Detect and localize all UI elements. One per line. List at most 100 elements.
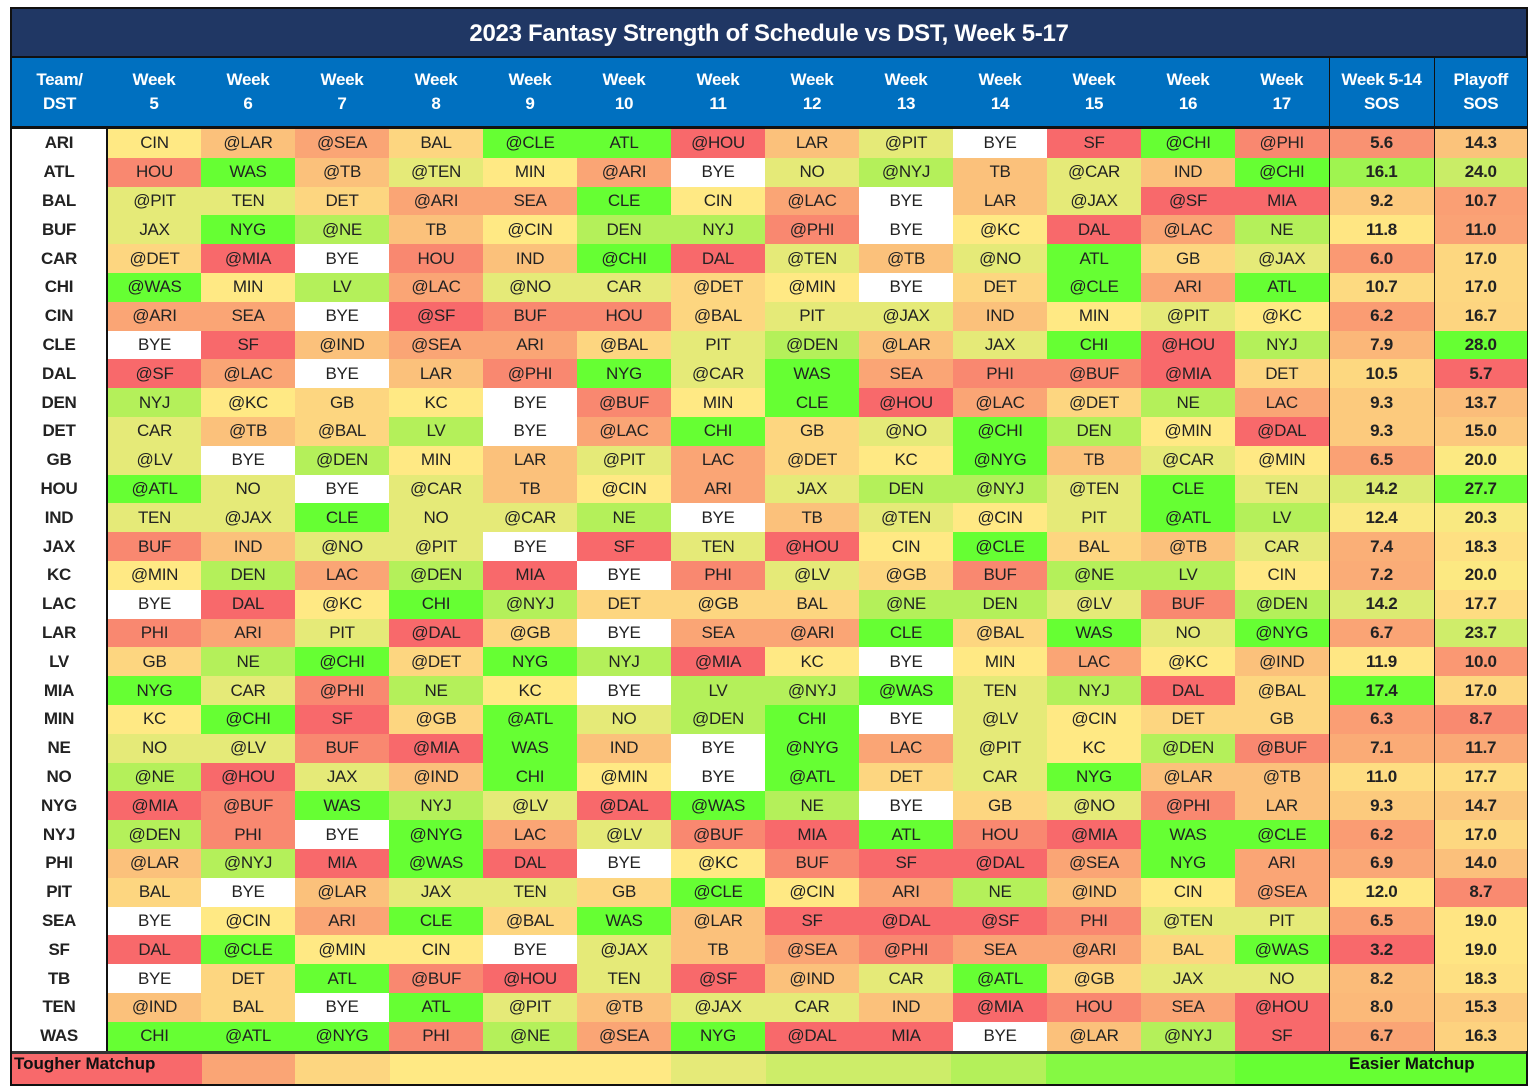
- matchup-cell: @BUF: [671, 820, 765, 849]
- playoff-sos: 17.7: [1433, 589, 1527, 619]
- column-header[interactable]: Week 12: [765, 58, 859, 128]
- matchup-cell: WAS: [577, 906, 671, 936]
- matchup-cell: DEN: [201, 560, 295, 590]
- week-5-14-sos: 17.4: [1328, 676, 1434, 705]
- column-header-line: 14: [990, 94, 1010, 113]
- matchup-cell: NE: [389, 676, 483, 705]
- matchup-cell: @SEA: [1235, 877, 1329, 907]
- matchup-cell: @PIT: [107, 186, 201, 216]
- column-header[interactable]: Week 5-14 SOS: [1328, 58, 1434, 128]
- playoff-sos: 8.7: [1433, 877, 1527, 907]
- matchup-cell: SF: [765, 906, 859, 936]
- column-header[interactable]: Week 17: [1235, 58, 1329, 128]
- matchup-cell: KC: [1047, 733, 1141, 763]
- column-header-line: Week: [978, 70, 1022, 89]
- column-header-line: Week 5-14: [1341, 70, 1422, 89]
- column-header-line: DST: [42, 94, 77, 113]
- matchup-cell: @BUF: [389, 964, 483, 993]
- playoff-sos: 17.0: [1433, 272, 1527, 302]
- team-name: SEA: [12, 906, 108, 936]
- matchup-cell: @PIT: [1141, 301, 1235, 331]
- bye-cell: BYE: [295, 992, 389, 1022]
- table-row: DEN NYJ @KC GB KC BYE @BUF MIN CLE @HOU @LAC @DET NE…: [12, 388, 1527, 417]
- matchup-cell: @WAS: [671, 791, 765, 821]
- matchup-cell: BAL: [1141, 935, 1235, 965]
- matchup-cell: NE: [201, 647, 295, 677]
- matchup-cell: TB: [1047, 445, 1141, 475]
- column-header[interactable]: Week 9: [483, 58, 577, 128]
- playoff-sos: 20.3: [1433, 503, 1527, 533]
- matchup-cell: @NO: [859, 416, 953, 446]
- matchup-cell: PHI: [389, 1021, 483, 1051]
- table-row: MIN KC @CHI SF @GB @ATL NO @DEN CHI BYE @LV @CIN DET…: [12, 704, 1527, 734]
- matchup-cell: @ATL: [483, 704, 577, 734]
- matchup-cell: @CHI: [1141, 127, 1235, 158]
- week-5-14-sos: 6.2: [1328, 301, 1434, 331]
- column-header[interactable]: Week 6: [201, 58, 295, 128]
- matchup-cell: LAR: [483, 445, 577, 475]
- column-header-line: 6: [243, 94, 253, 113]
- matchup-cell: @CLE: [953, 532, 1047, 561]
- matchup-cell: @KC: [1235, 301, 1329, 331]
- column-header-line: 15: [1084, 94, 1104, 113]
- legend-label-tougher: Tougher Matchup: [14, 1054, 156, 1073]
- column-header-line: 17: [1272, 94, 1292, 113]
- matchup-cell: @LAR: [201, 127, 295, 158]
- matchup-cell: DEN: [1047, 416, 1141, 446]
- matchup-cell: @CAR: [1047, 157, 1141, 187]
- column-header[interactable]: Team/DST: [12, 58, 107, 128]
- matchup-cell: MIN: [389, 445, 483, 475]
- matchup-cell: @LAC: [953, 388, 1047, 417]
- matchup-cell: SEA: [953, 935, 1047, 965]
- matchup-cell: @NYJ: [201, 848, 295, 878]
- team-name: GB: [12, 445, 108, 475]
- matchup-cell: @NE: [483, 1021, 577, 1051]
- matchup-cell: MIA: [765, 820, 859, 849]
- matchup-cell: LAC: [671, 445, 765, 475]
- column-header[interactable]: Week 11: [671, 58, 765, 128]
- column-header[interactable]: Week 8: [389, 58, 483, 128]
- matchup-cell: NE: [765, 791, 859, 821]
- matchup-cell: PIT: [765, 301, 859, 331]
- matchup-cell: NO: [201, 474, 295, 504]
- column-header[interactable]: Week 15: [1047, 58, 1141, 128]
- matchup-cell: @LV: [201, 733, 295, 763]
- matchup-cell: KC: [859, 445, 953, 475]
- table-row: DAL @SF @LAC BYE LAR @PHI NYG @CAR WAS SEA PHI @BUF…: [12, 359, 1527, 389]
- team-name: NYG: [12, 791, 108, 821]
- column-header-line: 13: [896, 94, 916, 113]
- matchup-cell: CIN: [671, 186, 765, 216]
- matchup-cell: @ARI: [577, 157, 671, 187]
- matchup-cell: @CAR: [671, 359, 765, 389]
- table-row: WAS CHI @ATL @NYG PHI @NE @SEA NYG @DAL MIA BYE @LA…: [12, 1021, 1527, 1051]
- matchup-cell: TB: [389, 215, 483, 245]
- playoff-sos: 5.7: [1433, 359, 1527, 389]
- matchup-cell: @HOU: [765, 532, 859, 561]
- matchup-cell: @LV: [953, 704, 1047, 734]
- team-name: DET: [12, 416, 108, 446]
- column-header[interactable]: Week 16: [1141, 58, 1235, 128]
- column-header[interactable]: Week 14: [953, 58, 1047, 128]
- column-header[interactable]: Week 5: [107, 58, 201, 128]
- column-header-line: Week: [1260, 70, 1304, 89]
- matchup-cell: BAL: [107, 877, 201, 907]
- matchup-cell: PHI: [107, 618, 201, 648]
- column-header[interactable]: Week 7: [295, 58, 389, 128]
- column-header-line: 9: [525, 94, 535, 113]
- column-header[interactable]: Week 13: [859, 58, 953, 128]
- team-name: BAL: [12, 186, 108, 216]
- bye-cell: BYE: [953, 1021, 1047, 1051]
- playoff-sos: 14.3: [1433, 127, 1527, 158]
- matchup-cell: IND: [953, 301, 1047, 331]
- matchup-cell: @DEN: [765, 330, 859, 360]
- matchup-cell: SEA: [1141, 992, 1235, 1022]
- week-5-14-sos: 8.0: [1328, 992, 1434, 1022]
- matchup-cell: SF: [859, 848, 953, 878]
- matchup-cell: MIA: [859, 1021, 953, 1051]
- column-header[interactable]: Week 10: [577, 58, 671, 128]
- matchup-cell: DET: [295, 186, 389, 216]
- sos-table-container: 2023 Fantasy Strength of Schedule vs DST…: [10, 7, 1528, 1086]
- column-header[interactable]: Playoff SOS: [1433, 58, 1527, 128]
- bye-cell: BYE: [483, 935, 577, 965]
- matchup-cell: SEA: [671, 618, 765, 648]
